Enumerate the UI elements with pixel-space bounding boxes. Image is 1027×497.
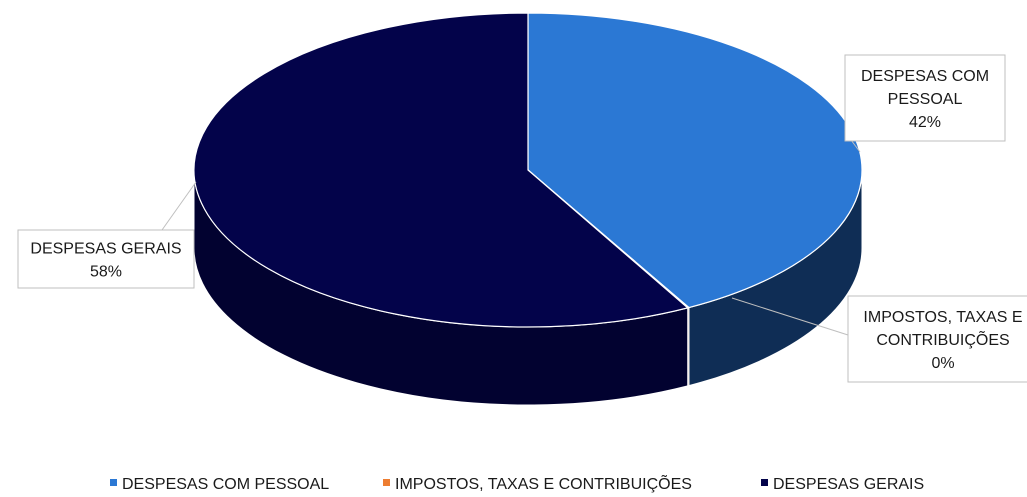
legend-swatch bbox=[110, 479, 117, 486]
data-label-box bbox=[847, 295, 1027, 383]
legend: DESPESAS COM PESSOAL IMPOSTOS, TAXAS E CO… bbox=[110, 473, 924, 493]
data-label-despesas-gerais: DESPESAS GERAIS 58% bbox=[17, 181, 197, 289]
data-label-impostos-taxas-e-contribuicoes: IMPOSTOS, TAXAS E CONTRIBUIÇÕES 0% bbox=[731, 295, 1027, 383]
pie-layer bbox=[193, 12, 863, 406]
legend-swatch bbox=[383, 479, 390, 486]
legend-item-impostos-taxas-e-contribuicoes: IMPOSTOS, TAXAS E CONTRIBUIÇÕES bbox=[383, 473, 692, 493]
legend-item-despesas-com-pessoal: DESPESAS COM PESSOAL bbox=[110, 476, 329, 493]
data-label-value: 42% bbox=[909, 114, 941, 131]
data-label-despesas-com-pessoal: DESPESAS COM PESSOAL 42% bbox=[844, 54, 1006, 153]
legend-label: DESPESAS GERAIS bbox=[773, 476, 924, 493]
pie-slice-despesas-gerais bbox=[193, 12, 689, 328]
leader-line bbox=[161, 181, 197, 231]
data-label-box bbox=[17, 229, 195, 289]
data-label-name: DESPESAS GERAIS bbox=[30, 241, 181, 258]
data-label-box bbox=[844, 54, 1006, 142]
legend-label: DESPESAS COM PESSOAL bbox=[122, 476, 329, 493]
legend-swatch bbox=[761, 479, 768, 486]
data-label-value: 58% bbox=[90, 264, 122, 281]
data-label-name: DESPESAS COM bbox=[861, 68, 989, 85]
legend-label: IMPOSTOS, TAXAS E CONTRIBUIÇÕES bbox=[395, 473, 692, 493]
data-label-name: PESSOAL bbox=[888, 91, 963, 108]
data-label-name: CONTRIBUIÇÕES bbox=[876, 329, 1009, 349]
data-label-name: IMPOSTOS, TAXAS E bbox=[863, 309, 1022, 326]
data-label-value: 0% bbox=[931, 355, 954, 372]
legend-item-despesas-gerais: DESPESAS GERAIS bbox=[761, 476, 924, 493]
data-labels: DESPESAS COM PESSOAL 42% IMPOSTOS, TAXAS E C… bbox=[17, 54, 1027, 383]
leader-line bbox=[731, 297, 849, 336]
